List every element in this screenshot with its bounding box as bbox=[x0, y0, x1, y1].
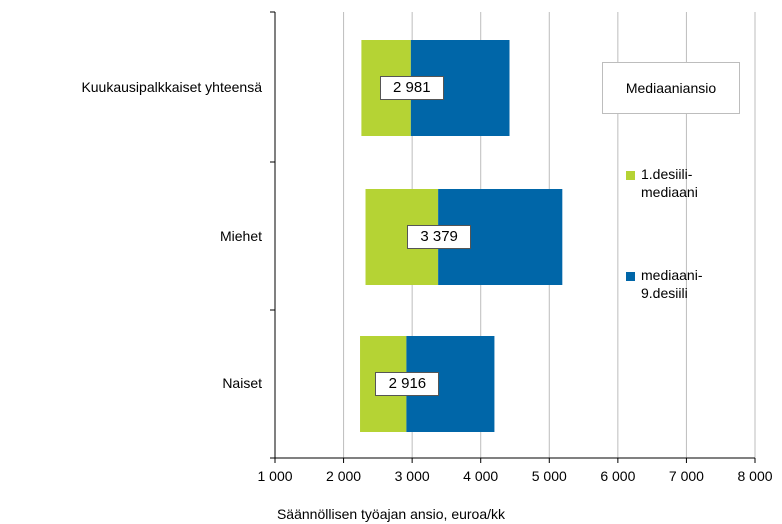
category-label: Miehet bbox=[219, 228, 262, 244]
legend-swatch-low bbox=[626, 171, 635, 180]
x-tick-label: 5 000 bbox=[531, 468, 567, 484]
x-tick-label: 7 000 bbox=[668, 468, 704, 484]
legend-title: Mediaaniansio bbox=[602, 62, 740, 114]
x-tick-label: 2 000 bbox=[326, 468, 362, 484]
legend-swatch-high bbox=[626, 272, 635, 281]
legend-label-high: mediaani- 9.desiili bbox=[641, 267, 703, 301]
x-tick-label: 3 000 bbox=[394, 468, 430, 484]
category-label: Naiset bbox=[222, 375, 262, 391]
x-tick-label: 8 000 bbox=[737, 468, 773, 484]
legend-label-low: 1.desiili- mediaani bbox=[641, 166, 698, 200]
x-axis-label: Säännöllisen työajan ansio, euroa/kk bbox=[276, 506, 506, 522]
x-tick-label: 1 000 bbox=[257, 468, 293, 484]
x-tick-label: 4 000 bbox=[463, 468, 499, 484]
median-label: 3 379 bbox=[407, 225, 472, 249]
category-label: Kuukausipalkkaiset yhteensä bbox=[81, 79, 262, 95]
median-label: 2 916 bbox=[375, 372, 440, 396]
median-label: 2 981 bbox=[379, 76, 444, 100]
x-tick-label: 6 000 bbox=[600, 468, 636, 484]
